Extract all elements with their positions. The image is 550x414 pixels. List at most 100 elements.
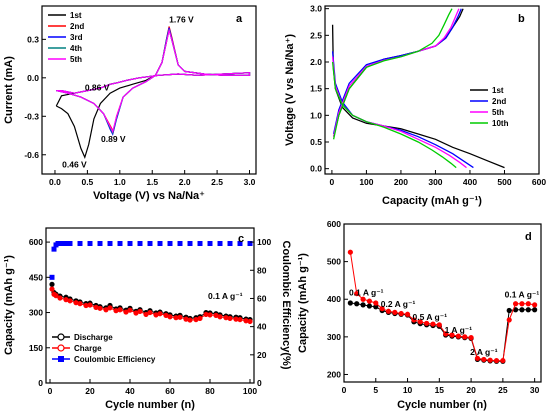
peak-annotation: 0.89 V (101, 134, 126, 144)
x-tick-label: 10 (403, 385, 413, 395)
capacity-point (53, 293, 59, 299)
rate-point (354, 301, 360, 307)
y-tick-label: 600 (29, 237, 43, 247)
legend-label: 3rd (70, 33, 83, 42)
rate-point (436, 322, 442, 328)
ce-point (177, 241, 183, 246)
legend-marker (57, 333, 65, 341)
panel-a-legend: 1st 2nd 3rd 4th 5th (48, 11, 84, 64)
x-tick-label: 300 (428, 177, 442, 187)
ce-point (51, 246, 57, 252)
rate-point (398, 310, 404, 317)
x-tick-label: 25 (498, 385, 508, 395)
rate-point (430, 321, 436, 327)
y-tick-label: 2.5 (310, 30, 322, 40)
legend-label: 1st (70, 11, 82, 20)
series-line-2nd (56, 26, 251, 134)
y-tick-label: 300 (327, 332, 341, 342)
x-tick-label: 200 (394, 177, 408, 187)
x-tick-label: 500 (497, 177, 511, 187)
ce-point (97, 241, 103, 246)
legend-label: Charge (74, 344, 102, 353)
capacity-point (147, 309, 153, 316)
panel-d-rate-capability: 0 5 10 15 20 25 30 200 300 400 500 600 0.1 A g⁻¹ 0.2… (297, 219, 542, 411)
x-tick-label: 20 (466, 385, 476, 395)
y-tick-label: 1.5 (310, 84, 322, 94)
capacity-point (177, 314, 183, 320)
y-tick-label: 1.0 (310, 110, 322, 120)
y-tick-label: 0.0 (27, 73, 39, 83)
y-tick-label: -0.6 (24, 150, 39, 160)
rate-annotation: 2 A g⁻¹ (470, 347, 498, 357)
y-tick-label: 450 (29, 272, 43, 282)
x-tick-label: 30 (530, 385, 540, 395)
ce-point (207, 241, 213, 246)
rate-point (532, 307, 538, 313)
rate-point (385, 308, 392, 314)
capacity-point (87, 302, 93, 308)
rate-point (519, 307, 525, 313)
x-tick-label: 60 (165, 386, 175, 396)
rate-point (474, 355, 481, 361)
panel-b-legend: 1st 2nd 5th 10th (470, 86, 509, 128)
x-tick-label: 15 (435, 385, 445, 395)
rate-point (449, 332, 455, 338)
capacity-point (77, 301, 83, 307)
rate-point (404, 311, 411, 317)
rate-point (354, 290, 360, 297)
rate-point (373, 304, 379, 310)
panel-c-current-annotation: 0.1 A g⁻¹ (208, 291, 243, 301)
series-line-5th (56, 28, 251, 134)
legend-label: 1st (492, 86, 504, 95)
rate-point (481, 356, 487, 363)
rate-point (506, 307, 512, 314)
legend-label: 2nd (492, 97, 506, 106)
y-tick-label: 400 (327, 294, 341, 304)
x-tick-label: 0.0 (49, 177, 61, 187)
ce-point (237, 241, 243, 246)
series-line-1st (331, 8, 505, 169)
series-line-1st (55, 28, 251, 160)
rate-point (360, 296, 366, 302)
capacity-point (197, 315, 203, 322)
panel-b-charge-discharge: 0 100 200 300 400 500 600 0.0 0.5 1.0 1.5 2.0 2.5 3.0… (284, 4, 546, 207)
y-tick-label: 2.0 (310, 57, 322, 67)
rate-point (500, 357, 506, 364)
peak-annotation: 1.76 V (169, 15, 194, 25)
panel-c-frame (45, 227, 255, 384)
y-tick-label: 200 (327, 369, 341, 379)
capacity-point (217, 314, 223, 320)
rate-point (487, 357, 493, 363)
panel-d-ylabel: Capacity (mAh g⁻¹) (297, 253, 309, 353)
panel-d-frame (343, 223, 542, 383)
panel-b-letter: b (518, 13, 525, 25)
rate-point (392, 309, 398, 316)
capacity-point (57, 295, 63, 301)
y-tick-label: 150 (29, 343, 43, 353)
rate-point (366, 298, 373, 304)
ce-point (167, 241, 173, 246)
x-tick-label: 0.5 (81, 177, 93, 187)
rate-point (525, 307, 531, 313)
capacity-point (167, 314, 173, 320)
panel-a-cv-curves: 0.0 0.5 1.0 1.5 2.0 2.5 3.0 -0.6 -0.3 0.0 0.3 1st 2… (3, 5, 257, 202)
rate-point (525, 301, 531, 307)
y-right-tick-label: 20 (257, 350, 267, 360)
panel-c-ylabel-right: Coulombic Efficiency(%) (280, 241, 292, 370)
x-tick-label: 1.5 (146, 177, 158, 187)
ce-point (59, 241, 65, 246)
capacity-point (247, 318, 253, 325)
panel-b-xlabel: Capacity (mAh g⁻¹) (382, 195, 482, 207)
x-tick-label: 40 (125, 386, 135, 396)
ce-point (227, 241, 233, 246)
legend-label: 10th (492, 119, 509, 128)
rate-annotation: 0.5 A g⁻¹ (413, 312, 448, 322)
rate-point (347, 249, 353, 255)
rate-point (366, 303, 373, 309)
y-tick-label: 0.5 (310, 137, 322, 147)
x-tick-label: 0 (330, 177, 335, 187)
rate-point (347, 300, 353, 306)
legend-marker (58, 356, 64, 362)
rate-point (373, 300, 379, 306)
